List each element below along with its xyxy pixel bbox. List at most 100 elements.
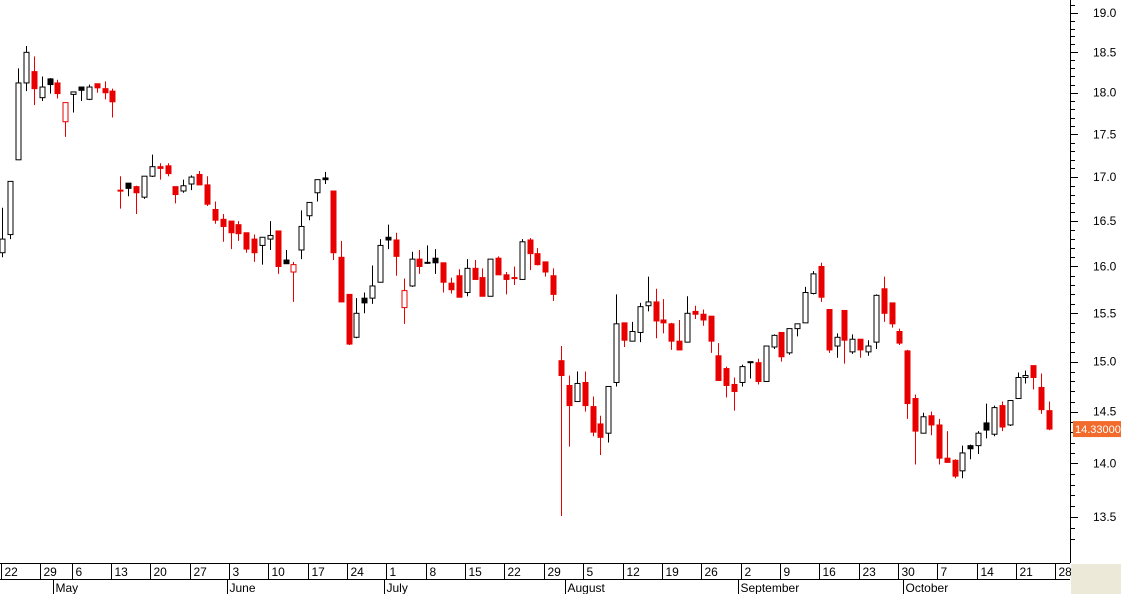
candle-body	[353, 312, 360, 338]
candle	[204, 176, 211, 206]
candle-body	[794, 323, 801, 330]
candle-body	[676, 340, 683, 351]
candle	[660, 299, 667, 334]
candle-body	[590, 406, 597, 433]
price-tick-label: 18.0	[1093, 86, 1117, 100]
candle-body	[834, 336, 841, 347]
candle-body	[605, 385, 612, 434]
candle-body	[708, 315, 715, 342]
week-tick-label: 13	[115, 565, 129, 579]
candle	[369, 265, 376, 304]
candle-body	[314, 179, 321, 194]
candle	[629, 321, 636, 342]
candle-body	[849, 338, 856, 353]
candle	[841, 309, 848, 364]
candle-body	[377, 244, 384, 283]
candle	[125, 182, 132, 197]
candle-body	[873, 294, 880, 343]
candle-body	[228, 220, 235, 234]
date-axis: 22 29 6 13 20 27 3 10 17 24 1 8 15 22 29 5 12 19 26 2 9 16 23 3…	[0, 563, 1072, 594]
candle	[944, 431, 951, 463]
candle	[330, 190, 337, 261]
candle-body	[479, 277, 486, 297]
candle-body	[141, 175, 148, 198]
candle	[684, 296, 691, 343]
candle-body	[149, 166, 156, 177]
candle	[346, 293, 353, 346]
candle	[597, 415, 604, 456]
candle-body	[86, 86, 93, 100]
week-tick-label: 23	[863, 565, 877, 579]
candle	[102, 81, 109, 100]
candle-body	[975, 432, 982, 447]
candle-body	[306, 201, 313, 217]
price-tick-label: 18.5	[1093, 45, 1117, 59]
candle	[605, 385, 612, 443]
candle	[401, 278, 408, 324]
candle-body	[747, 361, 754, 364]
week-tick-label: 22	[5, 565, 19, 579]
candle-body	[645, 301, 652, 307]
candle	[94, 83, 101, 93]
candle-body	[857, 338, 864, 351]
candle-body	[440, 262, 447, 283]
week-tick-label: 1	[390, 565, 397, 579]
price-tick-label: 14.0	[1093, 456, 1117, 470]
candle-body	[991, 407, 998, 435]
week-tick-label: 10	[272, 565, 286, 579]
candle	[31, 56, 38, 106]
price-tick-label: 16.0	[1093, 259, 1117, 273]
candle	[7, 180, 14, 240]
candle-body	[472, 267, 479, 280]
candle-body	[275, 230, 282, 267]
week-tick-label: 6	[76, 565, 83, 579]
candle	[959, 445, 966, 479]
week-tick-label: 29	[548, 565, 562, 579]
week-tick-label: 8	[430, 565, 437, 579]
candle	[220, 213, 227, 242]
candle-body	[448, 282, 455, 291]
candle	[39, 76, 46, 101]
candle	[78, 86, 85, 101]
candle	[196, 170, 203, 186]
candle-body	[220, 218, 227, 227]
candle-body	[102, 88, 109, 94]
candle	[109, 88, 116, 118]
candle	[802, 286, 809, 324]
candle-body	[566, 384, 573, 407]
candle	[440, 262, 447, 293]
candle	[54, 79, 61, 99]
week-tick-label: 19	[666, 565, 680, 579]
week-tick-label: 3	[233, 565, 240, 579]
candle	[558, 346, 565, 516]
candle	[0, 207, 6, 258]
candle	[23, 45, 30, 92]
candle	[377, 239, 384, 283]
candle	[983, 403, 990, 439]
candle	[70, 91, 77, 113]
candle-body	[31, 71, 38, 90]
candle	[865, 340, 872, 356]
candle-body	[1015, 376, 1022, 400]
candle	[141, 175, 148, 199]
week-tick-label: 14	[981, 565, 995, 579]
candle-body	[1038, 386, 1045, 411]
candle	[912, 394, 919, 465]
candle	[574, 371, 581, 403]
candle-body	[692, 310, 699, 315]
candle-body	[7, 180, 14, 236]
candle	[723, 366, 730, 398]
candle	[448, 277, 455, 294]
candle	[566, 375, 573, 447]
candle	[180, 179, 187, 193]
candle	[432, 249, 439, 274]
candle	[519, 239, 526, 280]
candle	[904, 349, 911, 419]
week-tick-label: 26	[705, 565, 719, 579]
candle-body	[385, 236, 392, 241]
week-tick-label: 22	[508, 565, 522, 579]
candle-body	[778, 331, 785, 358]
candle	[708, 315, 715, 353]
candle-body	[841, 309, 848, 341]
